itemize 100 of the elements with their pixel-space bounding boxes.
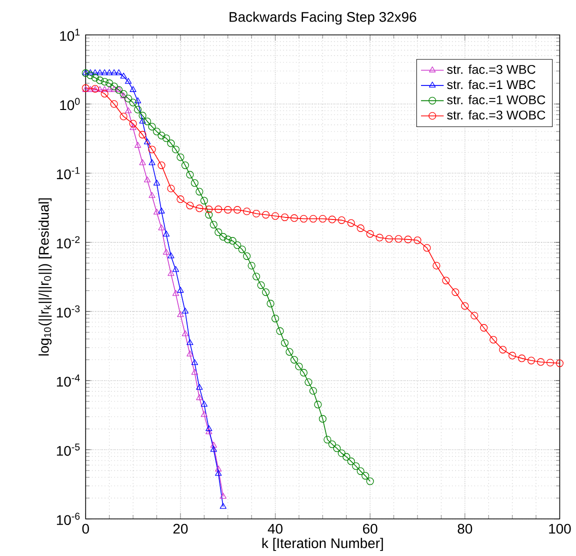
y-tick-label: 10$^{-3}$: [56, 306, 80, 318]
point: [210, 442, 217, 448]
point: [124, 108, 132, 114]
point: [182, 308, 189, 314]
y-tick-label: 10$^{1}$: [60, 29, 80, 42]
point: [338, 216, 346, 224]
point: [134, 142, 142, 148]
point: [144, 138, 151, 145]
point: [134, 98, 142, 104]
point: [120, 112, 128, 120]
point: [480, 324, 488, 332]
point: [385, 235, 393, 243]
point: [490, 336, 498, 344]
point: [129, 120, 137, 128]
point: [172, 266, 180, 272]
point: [461, 302, 469, 310]
point: [318, 215, 326, 223]
point: [110, 70, 118, 76]
point: [110, 100, 118, 108]
point: [499, 346, 507, 354]
point: [206, 425, 212, 432]
point: [148, 146, 156, 154]
point: [186, 339, 194, 346]
point: [158, 224, 165, 230]
point: [120, 72, 127, 79]
point: [153, 180, 160, 186]
point: [262, 211, 270, 219]
point: [196, 204, 204, 212]
point: [153, 208, 160, 215]
point: [214, 206, 222, 214]
point: [414, 236, 422, 244]
point: [96, 86, 104, 92]
point: [196, 394, 203, 400]
point: [280, 214, 289, 222]
point: [139, 159, 146, 166]
point: [220, 503, 226, 509]
x-tick-label: 40: [268, 524, 282, 534]
point: [139, 118, 146, 124]
point: [546, 359, 554, 367]
point: [101, 86, 108, 92]
point: [328, 216, 336, 224]
point: [423, 244, 431, 252]
point: [124, 78, 132, 84]
point: [206, 428, 212, 434]
point: [234, 206, 242, 214]
point: [186, 350, 194, 357]
point: [110, 86, 118, 92]
x-tick-label: 80: [458, 524, 472, 534]
point: [252, 210, 260, 218]
point: [148, 192, 156, 198]
point: [172, 290, 180, 296]
point: [196, 384, 203, 390]
point: [158, 208, 165, 214]
point: [158, 162, 166, 170]
point: [182, 330, 189, 336]
point: [138, 131, 146, 139]
point: [176, 196, 184, 204]
point: [144, 176, 151, 183]
point: [92, 70, 98, 76]
point: [215, 466, 222, 472]
point: [290, 214, 298, 222]
point: [200, 401, 208, 407]
y-tick-label: 10$^{-1}$: [56, 167, 80, 180]
point: [452, 288, 460, 296]
point: [536, 358, 545, 366]
point: [96, 70, 104, 76]
x-tick-label: 20: [173, 524, 188, 534]
point: [106, 86, 113, 92]
point: [186, 202, 194, 210]
y-tick-label: 10$^{0}$: [60, 98, 80, 110]
point: [220, 493, 226, 499]
y-axis-title: log$_{10}$(||r$_{k}$||/||r$_{0}$||) [Residual]: [38, 198, 52, 356]
point: [556, 360, 564, 368]
point: [87, 70, 94, 76]
point: [347, 219, 355, 228]
point: [120, 92, 127, 98]
legend-label: str. fac.=3 WBC: [447, 64, 536, 74]
point: [376, 234, 384, 242]
point: [177, 287, 184, 293]
point: [162, 230, 170, 237]
x-tick-label: 100: [549, 524, 571, 534]
point: [300, 215, 308, 223]
point: [205, 206, 213, 214]
point: [87, 86, 94, 92]
point: [168, 252, 174, 258]
point: [130, 124, 136, 130]
point: [116, 70, 122, 76]
point: [106, 70, 113, 76]
legend-label: str. fac.=1 WOBC: [447, 95, 546, 105]
chart-title: Backwards Facing Step 32x96: [230, 12, 416, 25]
point: [215, 470, 222, 476]
point: [271, 212, 280, 220]
point: [191, 359, 198, 366]
y-tick-label: 10$^{-6}$: [56, 513, 80, 526]
point: [527, 356, 536, 365]
point: [130, 86, 136, 92]
point: [210, 446, 217, 452]
point: [518, 354, 526, 362]
y-tick-label: 10$^{-2}$: [56, 236, 80, 249]
point: [432, 262, 440, 270]
